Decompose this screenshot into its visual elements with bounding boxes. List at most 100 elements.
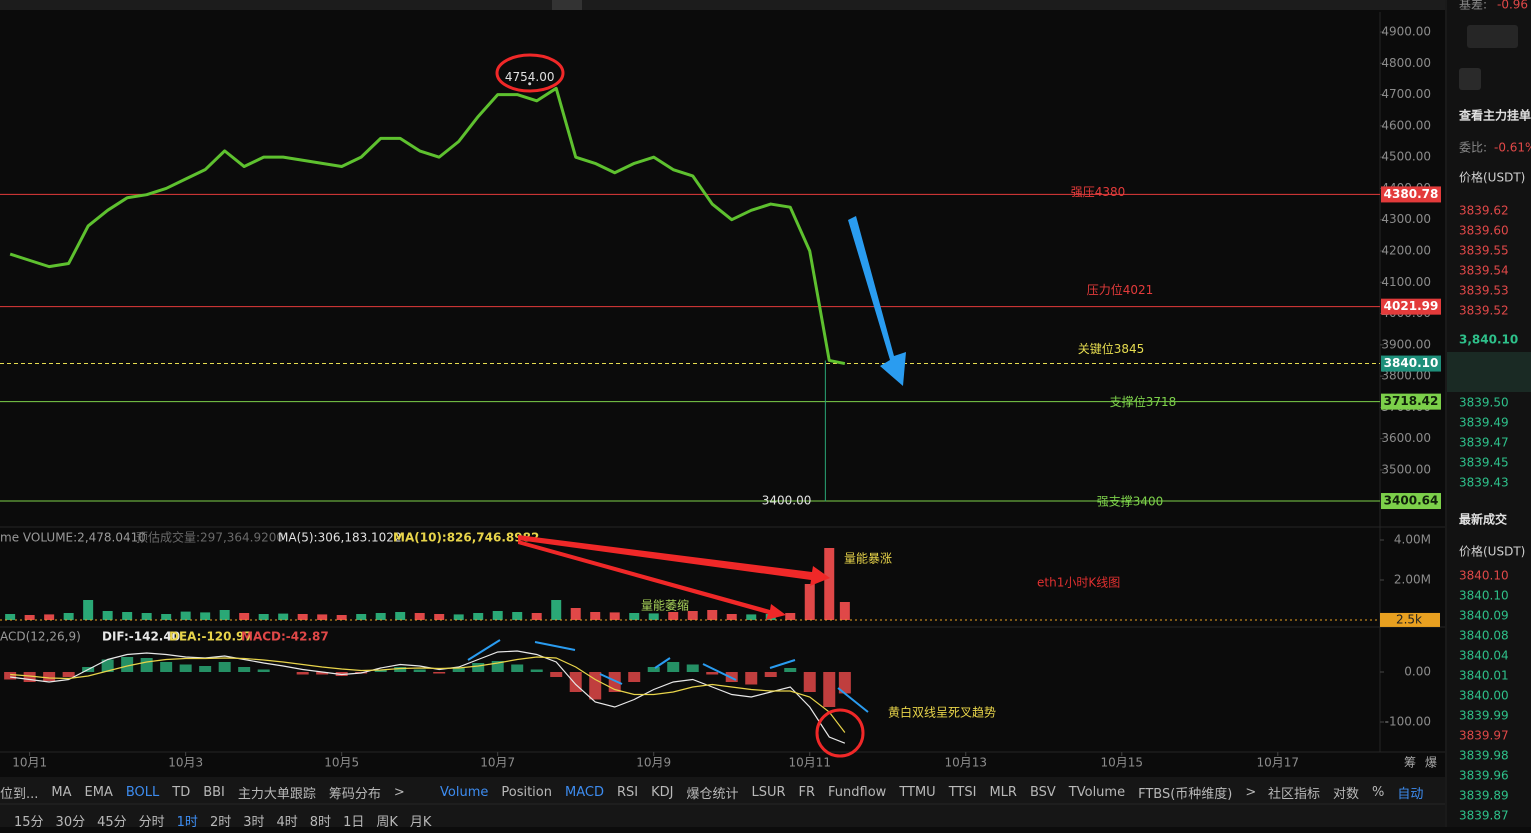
volume-bar — [414, 613, 425, 620]
y-tick-label: 4300.00 — [1381, 212, 1431, 226]
toolbar-item[interactable]: BBI — [203, 784, 225, 800]
volume-bar — [726, 614, 737, 620]
toolbar-item[interactable]: Volume — [440, 784, 489, 800]
toolbar-item[interactable]: FTBS(币种维度) — [1138, 786, 1233, 802]
toolbar-item[interactable]: 8时 — [309, 814, 332, 830]
volume-bar — [590, 612, 601, 620]
toolbar-item[interactable]: MLR — [989, 784, 1017, 800]
toolbar-item[interactable]: 爆仓统计 — [686, 786, 739, 802]
macd-bar — [101, 659, 114, 672]
volume-bar — [219, 610, 230, 620]
toolbar-item[interactable]: 社区指标 — [1268, 786, 1321, 802]
toolbar-item[interactable]: 位到... — [0, 786, 39, 802]
toolbar-item[interactable]: KDJ — [651, 784, 674, 800]
ask-price: 3839.60 — [1459, 224, 1509, 238]
x-tick-label: 10月7 — [480, 756, 515, 770]
macd-bar — [803, 672, 816, 692]
volume-header: me VOLUME:2,478.0410 — [0, 531, 146, 545]
toolbar-item[interactable]: 2时 — [209, 814, 232, 830]
toolbar-item[interactable]: TD — [172, 784, 191, 800]
basis-value: -0.96 — [1497, 0, 1528, 12]
y-tick-label: 4200.00 — [1381, 243, 1431, 257]
y-tick-label: 2.00M — [1394, 573, 1431, 587]
bid-price: 3839.43 — [1459, 476, 1509, 490]
macd-line — [10, 656, 846, 733]
volume-bar — [512, 612, 523, 620]
macd-bar — [686, 664, 699, 672]
y-tick-label: 4600.00 — [1381, 118, 1431, 132]
interval-bar: 15分 30分 45分 分时 1时 2时 3时 4时 8时 1日 周K 月K — [14, 807, 431, 833]
level-note: 强支撑3400 — [1097, 494, 1164, 509]
toolbar-item[interactable]: TTMU — [899, 784, 936, 800]
volume-bar — [629, 613, 640, 620]
volume-header: 预估成交量:297,364.9200 — [136, 530, 284, 545]
toolbar-item[interactable]: TTSI — [948, 784, 977, 800]
toolbar-item[interactable]: Fundflow — [828, 784, 887, 800]
toolbar-item[interactable]: 周K — [376, 814, 398, 830]
toolbar-item[interactable]: 对数 — [1333, 786, 1360, 802]
toolbar-item[interactable]: 自动 — [1397, 786, 1424, 802]
toolbar-item[interactable]: MACD — [564, 784, 604, 800]
toolbar-item[interactable]: > — [1245, 784, 1257, 800]
toolbar-item[interactable]: 月K — [409, 814, 432, 830]
toolbar-item[interactable]: 筹码分布 — [328, 786, 381, 802]
macd-bar — [296, 672, 309, 675]
macd-bar — [433, 672, 446, 674]
toolbar-item[interactable]: 3时 — [243, 814, 265, 830]
toolbar-item[interactable]: LSUR — [751, 784, 786, 800]
level-box — [1381, 355, 1441, 372]
macd-bar — [160, 662, 173, 672]
toolbar-item[interactable]: 45分 — [97, 814, 127, 830]
last-volume-label: 2.5k — [1396, 612, 1422, 626]
volume-bar — [336, 615, 347, 620]
toolbar-item[interactable]: 4时 — [276, 814, 298, 830]
toolbar-item[interactable]: > — [393, 784, 405, 800]
price-header: 价格(USDT) — [1459, 170, 1525, 185]
axis-note: 筹 — [1404, 756, 1416, 770]
trade-price: 3839.98 — [1459, 749, 1509, 763]
volume-bar — [824, 548, 835, 620]
toolbar-item[interactable]: 1日 — [343, 814, 365, 830]
alert-button[interactable] — [1467, 25, 1518, 48]
top-tab — [552, 0, 582, 10]
trade-price: 3839.99 — [1459, 709, 1509, 723]
toolbar-item[interactable]: BOLL — [125, 784, 160, 800]
top-bar — [0, 0, 1445, 10]
toolbar-item[interactable]: 1时 — [176, 814, 198, 830]
toolbar-item[interactable]: 15分 — [14, 814, 44, 830]
macd-bar — [316, 672, 329, 675]
toolbar-item[interactable]: EMA — [84, 784, 113, 800]
macd-bar — [589, 672, 602, 700]
volume-bar — [122, 612, 133, 620]
toolbar-item[interactable]: % — [1372, 784, 1385, 800]
toolbar-item[interactable]: 分时 — [138, 814, 165, 830]
volume-bar — [44, 614, 55, 620]
toolbar-item[interactable]: RSI — [616, 784, 639, 800]
view-toggle[interactable] — [1459, 68, 1481, 90]
toolbar-item[interactable]: BSV — [1029, 784, 1056, 800]
panel-title: 查看主力挂单 — [1458, 108, 1531, 123]
macd-bar — [257, 669, 270, 672]
ask-price: 3839.53 — [1459, 284, 1509, 298]
macd-bar — [4, 672, 17, 680]
toolbar-item[interactable]: 30分 — [55, 814, 86, 830]
toolbar-item[interactable]: FR — [798, 784, 816, 800]
y-tick-label: -100.00 — [1385, 715, 1431, 729]
volume-header: MA(5):306,183.1022 — [278, 531, 402, 545]
toolbar-item[interactable]: TVolume — [1068, 784, 1126, 800]
volume-bar — [180, 611, 191, 620]
volume-bar — [356, 614, 367, 620]
volume-note: 量能暴涨 — [844, 551, 892, 566]
macd-bar — [374, 669, 387, 672]
toolbar-item[interactable]: 主力大单跟踪 — [237, 786, 316, 802]
volume-bar — [687, 611, 698, 620]
toolbar-item[interactable]: Position — [501, 784, 552, 800]
x-tick-label: 10月15 — [1101, 756, 1144, 770]
volume-bar — [297, 614, 308, 620]
macd-bar — [511, 664, 524, 672]
highlight-circle — [495, 53, 565, 93]
macd-bar — [121, 657, 134, 672]
macd-bar — [628, 672, 641, 682]
toolbar-item[interactable]: MA — [51, 784, 72, 800]
